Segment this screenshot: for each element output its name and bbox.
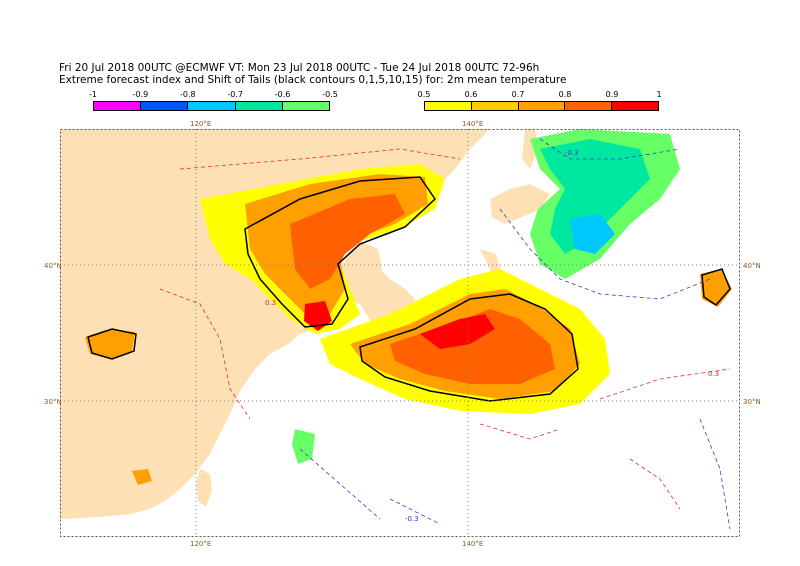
efi-negative-deep <box>570 214 615 254</box>
colorbar-negative-label: -1 <box>89 90 97 99</box>
colorbar-negative-swatch <box>94 102 142 110</box>
sot-contours <box>87 176 731 402</box>
colorbar-positive-label: 0.9 <box>605 90 619 99</box>
contour-label-negative-2: -0.3 <box>405 515 419 523</box>
colorbar-positive-swatch <box>565 102 613 110</box>
colorbar-positive-label: 0.6 <box>464 90 478 99</box>
sot-contour-east <box>701 268 731 306</box>
taiwan-island <box>196 469 212 507</box>
colorbar-negative-label: -0.7 <box>227 90 243 99</box>
colorbar-positive-swatches <box>424 101 659 111</box>
colorbar-negative-label: -0.5 <box>322 90 338 99</box>
map-border <box>60 129 740 537</box>
lat-label-30-left: 30°N <box>44 398 62 406</box>
colorbar-positive-swatch <box>471 102 519 110</box>
efi-positive-continent-core <box>290 194 405 289</box>
lat-label-40-right: 40°N <box>743 262 761 270</box>
colorbar-negative-swatches <box>93 101 330 111</box>
title-line-1: Fri 20 Jul 2018 00UTC @ECMWF VT: Mon 23 … <box>59 62 540 74</box>
colorbar-negative: -1 -0.9 -0.8 -0.7 -0.6 -0.5 <box>89 90 338 111</box>
lat-label-40-left: 40°N <box>44 262 62 270</box>
korea-peninsula <box>340 241 382 304</box>
efi-positive-east-patch <box>700 269 732 307</box>
negative-dashed-contour <box>299 138 731 530</box>
sot-contour-continent <box>244 176 436 328</box>
colorbar-negative-swatch <box>235 102 283 110</box>
colorbar-positive-swatch <box>425 102 472 110</box>
efi-positive-korea-core <box>304 301 332 331</box>
efi-positive-japan-peak <box>420 314 495 349</box>
efi-map: 0.3 0.3 -0.3 -0.3 <box>60 129 740 537</box>
colorbar-positive-label: 0.8 <box>558 90 572 99</box>
colorbar-negative-labels: -1 -0.9 -0.8 -0.7 -0.6 -0.5 <box>89 90 338 100</box>
efi-negative-small <box>292 429 315 464</box>
colorbar-negative-label: -0.8 <box>179 90 196 99</box>
colorbar-positive-label: 0.7 <box>511 90 525 99</box>
lon-label-140-bottom: 140°E <box>462 540 484 548</box>
contour-label-negative: -0.3 <box>565 149 579 157</box>
japan-hokkaido <box>490 184 550 224</box>
efi-positive-west-patch <box>85 329 135 359</box>
positive-dashed-contour <box>159 148 731 510</box>
colorbar-positive: 0.5 0.6 0.7 0.8 0.9 1 <box>418 90 662 111</box>
contour-label-positive: 0.3 <box>265 299 276 307</box>
colorbar-positive-swatch <box>518 102 566 110</box>
efi-negative-core <box>540 139 650 254</box>
colorbar-negative-swatch <box>282 102 330 110</box>
lon-label-120-top: 120°E <box>190 120 212 128</box>
sot-contour-pacific <box>359 293 579 402</box>
lon-label-140-top: 140°E <box>462 120 484 128</box>
colorbar-negative-label: -0.9 <box>132 90 149 99</box>
lat-label-30-right: 30°N <box>743 398 761 406</box>
gridlines <box>60 129 740 537</box>
colorbar-negative-swatch <box>188 102 236 110</box>
dashed-contours <box>159 138 731 530</box>
colorbar-negative-label: -0.6 <box>274 90 291 99</box>
colorbar-positive-label: 0.5 <box>417 90 431 99</box>
lon-label-120-bottom: 120°E <box>190 540 212 548</box>
sot-contour-west <box>87 328 137 360</box>
contour-label-positive-2: 0.3 <box>708 370 719 378</box>
colorbar-positive-labels: 0.5 0.6 0.7 0.8 0.9 1 <box>418 90 662 100</box>
efi-positive-pacific-core <box>390 309 555 384</box>
title-line-2: Extreme forecast index and Shift of Tail… <box>59 74 567 86</box>
colorbar-negative-swatch <box>141 102 189 110</box>
colorbar-positive-label: 1 <box>656 90 662 99</box>
colorbar-positive-swatch <box>612 102 658 110</box>
efi-positive-south-patch <box>132 469 152 485</box>
